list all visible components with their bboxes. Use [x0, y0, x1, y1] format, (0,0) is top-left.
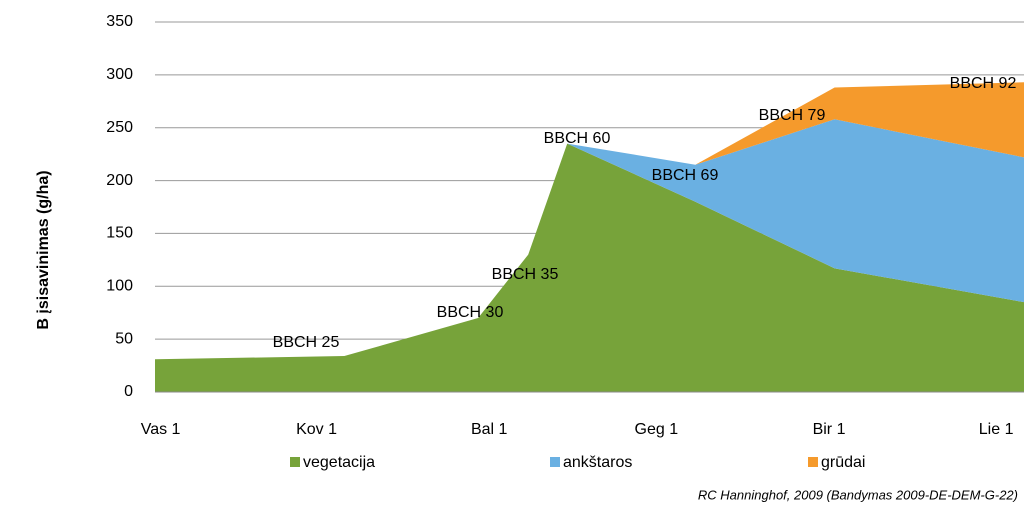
- annotation: BBCH 79: [759, 107, 826, 124]
- y-tick-label: 100: [106, 278, 133, 295]
- x-tick-label: Lie 1: [979, 421, 1014, 438]
- y-tick-label: 250: [106, 119, 133, 136]
- x-tick-label: Kov 1: [296, 421, 337, 438]
- x-tick-label: Bir 1: [813, 421, 846, 438]
- annotation: BBCH 60: [544, 130, 611, 147]
- legend-label: ankštaros: [563, 454, 632, 471]
- y-tick-label: 50: [115, 330, 133, 347]
- legend-label: vegetacija: [303, 454, 375, 471]
- y-tick-label: 0: [124, 383, 133, 400]
- annotation: BBCH 69: [652, 167, 719, 184]
- x-tick-label: Vas 1: [141, 421, 181, 438]
- x-tick-label: Bal 1: [471, 421, 508, 438]
- area: [155, 82, 1024, 360]
- legend-label: grūdai: [821, 454, 865, 471]
- footnote: RC Hanninghof, 2009 (Bandymas 2009-DE-DE…: [698, 487, 1018, 502]
- y-tick-label: 150: [106, 225, 133, 242]
- legend-swatch: [550, 457, 560, 467]
- annotation: BBCH 25: [273, 334, 340, 351]
- legend-swatch: [290, 457, 300, 467]
- y-tick-label: 200: [106, 172, 133, 189]
- area: [155, 119, 1024, 360]
- annotation: BBCH 92: [950, 75, 1017, 92]
- x-tick-label: Geg 1: [635, 421, 679, 438]
- y-axis-label: B įsisavinimas (g/ha): [35, 170, 52, 329]
- legend-swatch: [808, 457, 818, 467]
- annotation: BBCH 30: [437, 304, 504, 321]
- annotation: BBCH 35: [492, 266, 559, 283]
- y-tick-label: 300: [106, 66, 133, 83]
- y-tick-label: 350: [106, 13, 133, 30]
- area: [155, 143, 1024, 392]
